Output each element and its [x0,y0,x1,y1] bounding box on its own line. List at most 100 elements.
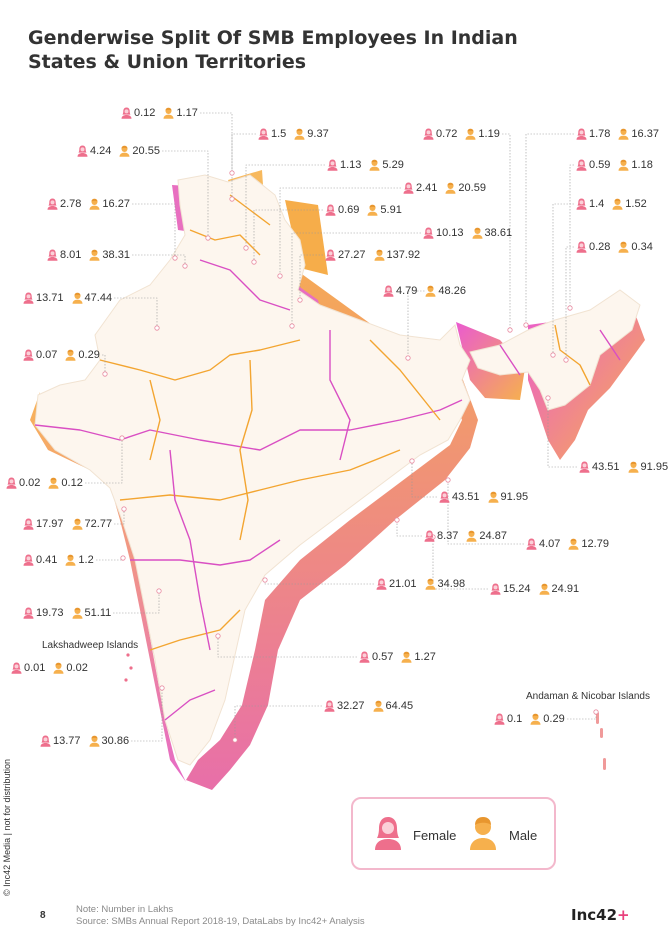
state-label: 10.13 38.61 [423,226,512,240]
female-value-text: 8.37 [437,530,459,542]
female-value-text: 43.51 [452,491,480,503]
leader-line [132,203,176,258]
male-value: 1.17 [163,106,198,120]
state-label: 0.41 1.2 [23,553,94,567]
point-marker [409,458,415,464]
point-marker [120,555,126,561]
female-value-text: 13.77 [53,735,81,747]
female-value: 8.37 [424,529,458,543]
point-marker [251,259,257,265]
state-label: 1.4 1.52 [576,197,647,211]
state-label: 19.73 51.11 [23,606,111,620]
female-value-text: 0.57 [372,651,394,663]
male-value-text: 0.34 [631,241,653,253]
leader-line [547,398,577,468]
leader-line [569,164,574,308]
male-value-text: 0.02 [66,662,88,674]
point-marker [243,245,249,251]
male-value: 0.29 [530,712,565,726]
state-label: 0.01 0.02 [11,661,88,675]
male-value: 72.77 [72,517,112,531]
point-marker [289,323,295,329]
female-value-text: 32.27 [337,700,365,712]
state-label: 8.37 24.87 [424,529,507,543]
lakshadweep-dots [124,653,133,682]
female-value: 4.07 [526,537,560,551]
state-label: 43.51 91.95 [439,490,528,504]
point-marker [405,355,411,361]
female-value-text: 1.5 [271,128,287,140]
andaman-islands [596,712,606,770]
male-value-text: 38.61 [484,227,513,239]
leader-line [231,133,256,173]
logo-plus: + [617,906,630,924]
male-value: 24.91 [539,582,579,596]
male-value-text: 20.55 [132,145,160,157]
point-marker [523,322,529,328]
leader-line [131,688,163,742]
state-label: 1.78 16.37 [576,127,659,141]
male-value: 1.19 [465,127,500,141]
female-value-text: 0.01 [24,662,46,674]
state-label: 0.69 5.91 [325,203,402,217]
female-value: 13.77 [40,734,81,748]
female-value-text: 17.97 [36,518,64,530]
leader-line [396,520,422,537]
male-value: 24.87 [466,529,507,543]
point-marker [232,737,238,743]
female-value: 0.57 [359,650,393,664]
leader-line [162,150,209,238]
male-value: 38.31 [89,248,130,262]
point-marker [102,371,108,377]
male-value-text: 0.12 [61,477,83,489]
leader-line [217,636,357,658]
female-value-text: 10.13 [436,227,464,239]
state-label: 0.59 1.18 [576,158,653,172]
male-value-text: 34.98 [437,578,466,590]
female-value-text: 0.02 [19,477,41,489]
male-legend-icon [470,817,496,850]
region-name-lakshadweep: Lakshadweep Islands [42,640,139,651]
legend: Female Male [351,797,556,870]
leader-line [114,509,125,525]
female-value-text: 4.07 [539,538,561,550]
male-value: 1.52 [612,197,647,211]
point-markers [102,170,599,743]
male-value: 1.18 [618,158,653,172]
male-value-text: 1.17 [176,107,198,119]
male-value-text: 0.29 [78,349,100,361]
female-value-text: 0.07 [36,349,58,361]
female-value: 0.28 [576,240,610,254]
male-value-text: 20.59 [458,182,486,194]
female-value: 0.1 [494,712,522,726]
female-value-text: 0.59 [589,159,611,171]
female-value-text: 0.69 [338,204,360,216]
male-value-text: 91.95 [640,461,668,473]
leader-line [291,232,421,326]
leader-line [113,591,160,614]
female-value-text: 0.28 [589,241,611,253]
male-value-text: 30.86 [101,735,130,747]
female-value: 0.72 [423,127,457,141]
legend-female-label: Female [413,828,457,843]
male-value-text: 1.2 [78,554,94,566]
mainland [34,174,471,766]
female-value: 43.51 [439,490,480,504]
female-value: 0.07 [23,348,57,362]
point-marker [182,263,188,269]
leader-line [567,712,597,720]
point-marker [445,477,451,483]
state-label: 4.07 12.79 [526,537,609,551]
female-value: 1.5 [258,127,286,141]
point-marker [156,588,162,594]
point-marker [121,506,127,512]
female-value-text: 1.4 [589,198,605,210]
female-value-text: 0.72 [436,128,458,140]
female-value-text: 4.24 [90,145,112,157]
male-value: 12.79 [568,537,609,551]
state-label: 13.71 47.44 [23,291,112,305]
male-value-text: 9.37 [307,128,329,140]
male-value-text: 16.27 [102,198,130,210]
female-value: 1.4 [576,197,604,211]
